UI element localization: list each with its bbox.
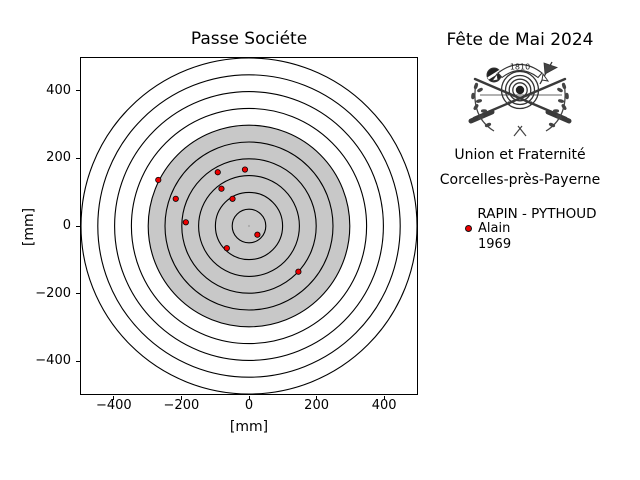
shot-marker	[182, 219, 189, 226]
x-tick-label: −400	[95, 398, 132, 413]
y-tick-mark	[76, 157, 80, 159]
shot-marker	[172, 195, 179, 202]
shot-marker	[241, 166, 249, 173]
y-tick-label: −200	[35, 285, 71, 301]
y-tick-mark	[76, 90, 80, 92]
shot-marker	[254, 231, 261, 238]
logo-sprigs-icon	[513, 125, 527, 137]
y-tick-label: 400	[46, 82, 71, 98]
logo-laurel-left-icon	[471, 82, 495, 132]
x-tick-label: 200	[304, 398, 329, 413]
target-ring	[97, 74, 401, 378]
shot-marker	[229, 195, 236, 202]
target-ring	[130, 107, 368, 345]
x-tick-mark	[113, 396, 115, 400]
logo-crossed-rifles-icon	[468, 77, 572, 124]
shot-marker	[295, 268, 302, 275]
legend-team-name: RAPIN - PYTHOUD	[477, 206, 597, 222]
club-motto: Union et Fraternité	[454, 147, 586, 163]
club-logo: 1810	[468, 61, 572, 137]
x-tick-label: 0	[244, 398, 254, 413]
target-ring	[114, 91, 384, 361]
logo-year: 1810	[510, 63, 530, 72]
logo-laurel-right-icon	[545, 82, 569, 132]
y-tick-label: 0	[62, 218, 71, 233]
target-ring	[214, 191, 284, 261]
y-tick-mark	[76, 225, 80, 227]
legend-shooter-name: Alain	[478, 221, 511, 236]
logo-banner: 1810	[490, 63, 550, 82]
x-tick-mark	[248, 396, 250, 400]
shot-marker	[214, 169, 221, 176]
target-ring	[181, 158, 317, 294]
y-tick-label: −400	[35, 353, 71, 369]
x-tick-label: 400	[371, 398, 397, 413]
x-tick-label: −200	[163, 398, 200, 413]
y-tick-label: 200	[46, 150, 71, 166]
target-ring	[164, 141, 334, 311]
target-plot	[80, 57, 418, 395]
target-rings-chart	[81, 58, 417, 394]
club-location: Corcelles-près-Payerne	[439, 172, 601, 188]
plot-title: Passe Sociéte	[190, 29, 308, 49]
target-ring	[231, 208, 267, 244]
event-title: Fête de Mai 2024	[446, 30, 594, 50]
shot-marker	[218, 185, 225, 192]
y-tick-mark	[76, 360, 80, 362]
target-ring	[147, 124, 351, 328]
x-axis-label: [mm]	[229, 419, 269, 435]
x-tick-mark	[180, 396, 182, 400]
x-tick-mark	[316, 396, 318, 400]
target-center-mark	[247, 224, 251, 228]
y-tick-mark	[76, 293, 80, 295]
target-ring	[198, 175, 300, 277]
legend-shot-marker-icon	[465, 225, 472, 232]
legend-shooter-year: 1969	[478, 237, 512, 252]
x-tick-mark	[383, 396, 385, 400]
shot-marker	[223, 245, 230, 252]
shot-marker	[155, 176, 162, 184]
